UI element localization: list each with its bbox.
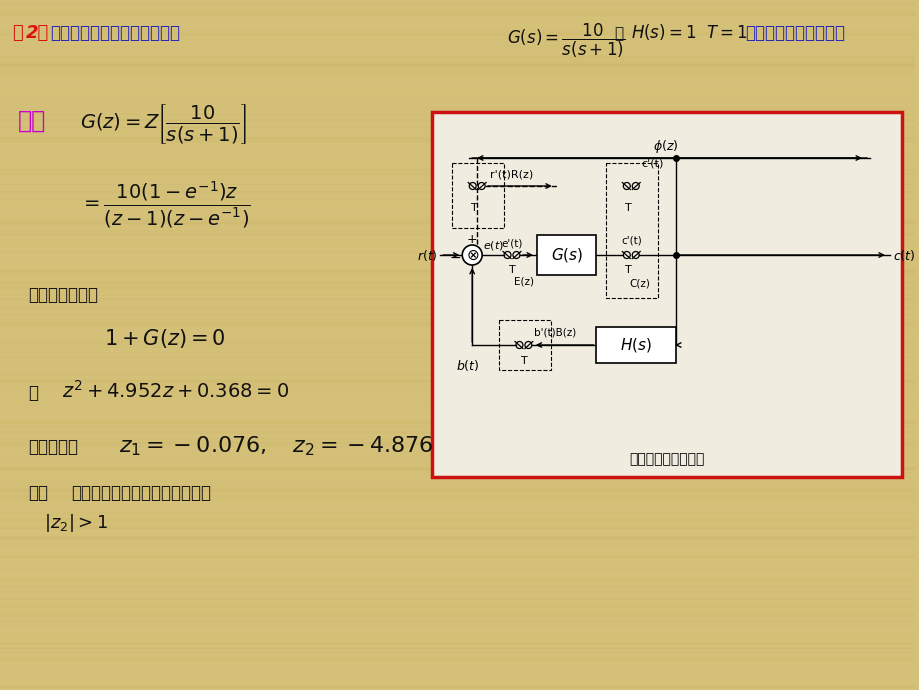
- Text: 解得特征根: 解得特征根: [28, 438, 78, 456]
- Text: 闭环离散系统结构图: 闭环离散系统结构图: [629, 452, 704, 466]
- Text: b'(t)B(z): b'(t)B(z): [533, 327, 575, 337]
- Text: $\otimes$: $\otimes$: [465, 248, 479, 262]
- Text: $z^2 + 4.952z + 0.368 = 0$: $z^2 + 4.952z + 0.368 = 0$: [62, 380, 289, 402]
- Text: T: T: [471, 203, 477, 213]
- Text: $b(t)$: $b(t)$: [456, 357, 480, 373]
- Text: $= \dfrac{10(1-e^{-1})z}{(z-1)(z-e^{-1})}$: $= \dfrac{10(1-e^{-1})z}{(z-1)(z-e^{-1})…: [79, 179, 250, 230]
- Text: +: +: [466, 233, 477, 246]
- Bar: [606, 163, 657, 298]
- Text: 解：: 解：: [17, 109, 46, 133]
- Text: 设离散系统如下图所示，其中: 设离散系统如下图所示，其中: [50, 24, 179, 42]
- Bar: [432, 112, 901, 477]
- Text: T: T: [508, 265, 515, 275]
- Text: $G(z) = Z\left[\dfrac{10}{s(s+1)}\right]$: $G(z) = Z\left[\dfrac{10}{s(s+1)}\right]…: [79, 102, 246, 146]
- Text: $e(t)$: $e(t)$: [482, 239, 503, 251]
- Text: $1 + G(z) = 0$: $1 + G(z) = 0$: [104, 327, 226, 350]
- Text: 例: 例: [12, 24, 23, 42]
- Text: $\phi(z)$: $\phi(z)$: [652, 137, 678, 155]
- Text: 即: 即: [28, 384, 38, 402]
- Text: e'(t): e'(t): [501, 238, 522, 248]
- Text: $H(s)=1$: $H(s)=1$: [630, 22, 697, 42]
- Text: 因为: 因为: [28, 484, 48, 502]
- Text: $z_1 = -0.076,\quad z_2 = -4.876$: $z_1 = -0.076,\quad z_2 = -4.876$: [119, 434, 433, 457]
- Bar: [596, 327, 675, 363]
- Text: c'(t): c'(t): [620, 235, 641, 245]
- Text: T: T: [624, 265, 631, 275]
- Text: c'(t): c'(t): [641, 158, 663, 168]
- Text: $c(t)$: $c(t)$: [891, 248, 914, 262]
- Text: 2：: 2：: [26, 24, 49, 42]
- Text: ，故离散闭环系统是不稳定的。: ，故离散闭环系统是不稳定的。: [72, 484, 211, 502]
- Text: C(z): C(z): [629, 278, 650, 288]
- Text: $G(s) = \dfrac{10}{s(s+1)}$: $G(s) = \dfrac{10}{s(s+1)}$: [506, 22, 625, 60]
- Text: T: T: [624, 203, 631, 213]
- Text: E(z): E(z): [514, 276, 533, 286]
- Text: $|z_2|>1$: $|z_2|>1$: [44, 512, 108, 534]
- Circle shape: [461, 245, 482, 265]
- Text: r'(t)R(z): r'(t)R(z): [490, 169, 533, 179]
- Text: $r(t)$: $r(t)$: [416, 248, 437, 262]
- Text: T: T: [520, 356, 527, 366]
- Bar: [452, 163, 504, 228]
- Text: 闭环特征方程为: 闭环特征方程为: [28, 286, 97, 304]
- Bar: [537, 235, 596, 275]
- Text: 。试分析闭环稳定性。: 。试分析闭环稳定性。: [744, 24, 845, 42]
- Text: $G(s)$: $G(s)$: [550, 246, 582, 264]
- Text: $T=1$: $T=1$: [705, 24, 747, 42]
- Text: −: −: [449, 251, 460, 265]
- Bar: [498, 320, 550, 370]
- Text: 。: 。: [614, 26, 623, 41]
- Text: $H(s)$: $H(s)$: [619, 336, 652, 354]
